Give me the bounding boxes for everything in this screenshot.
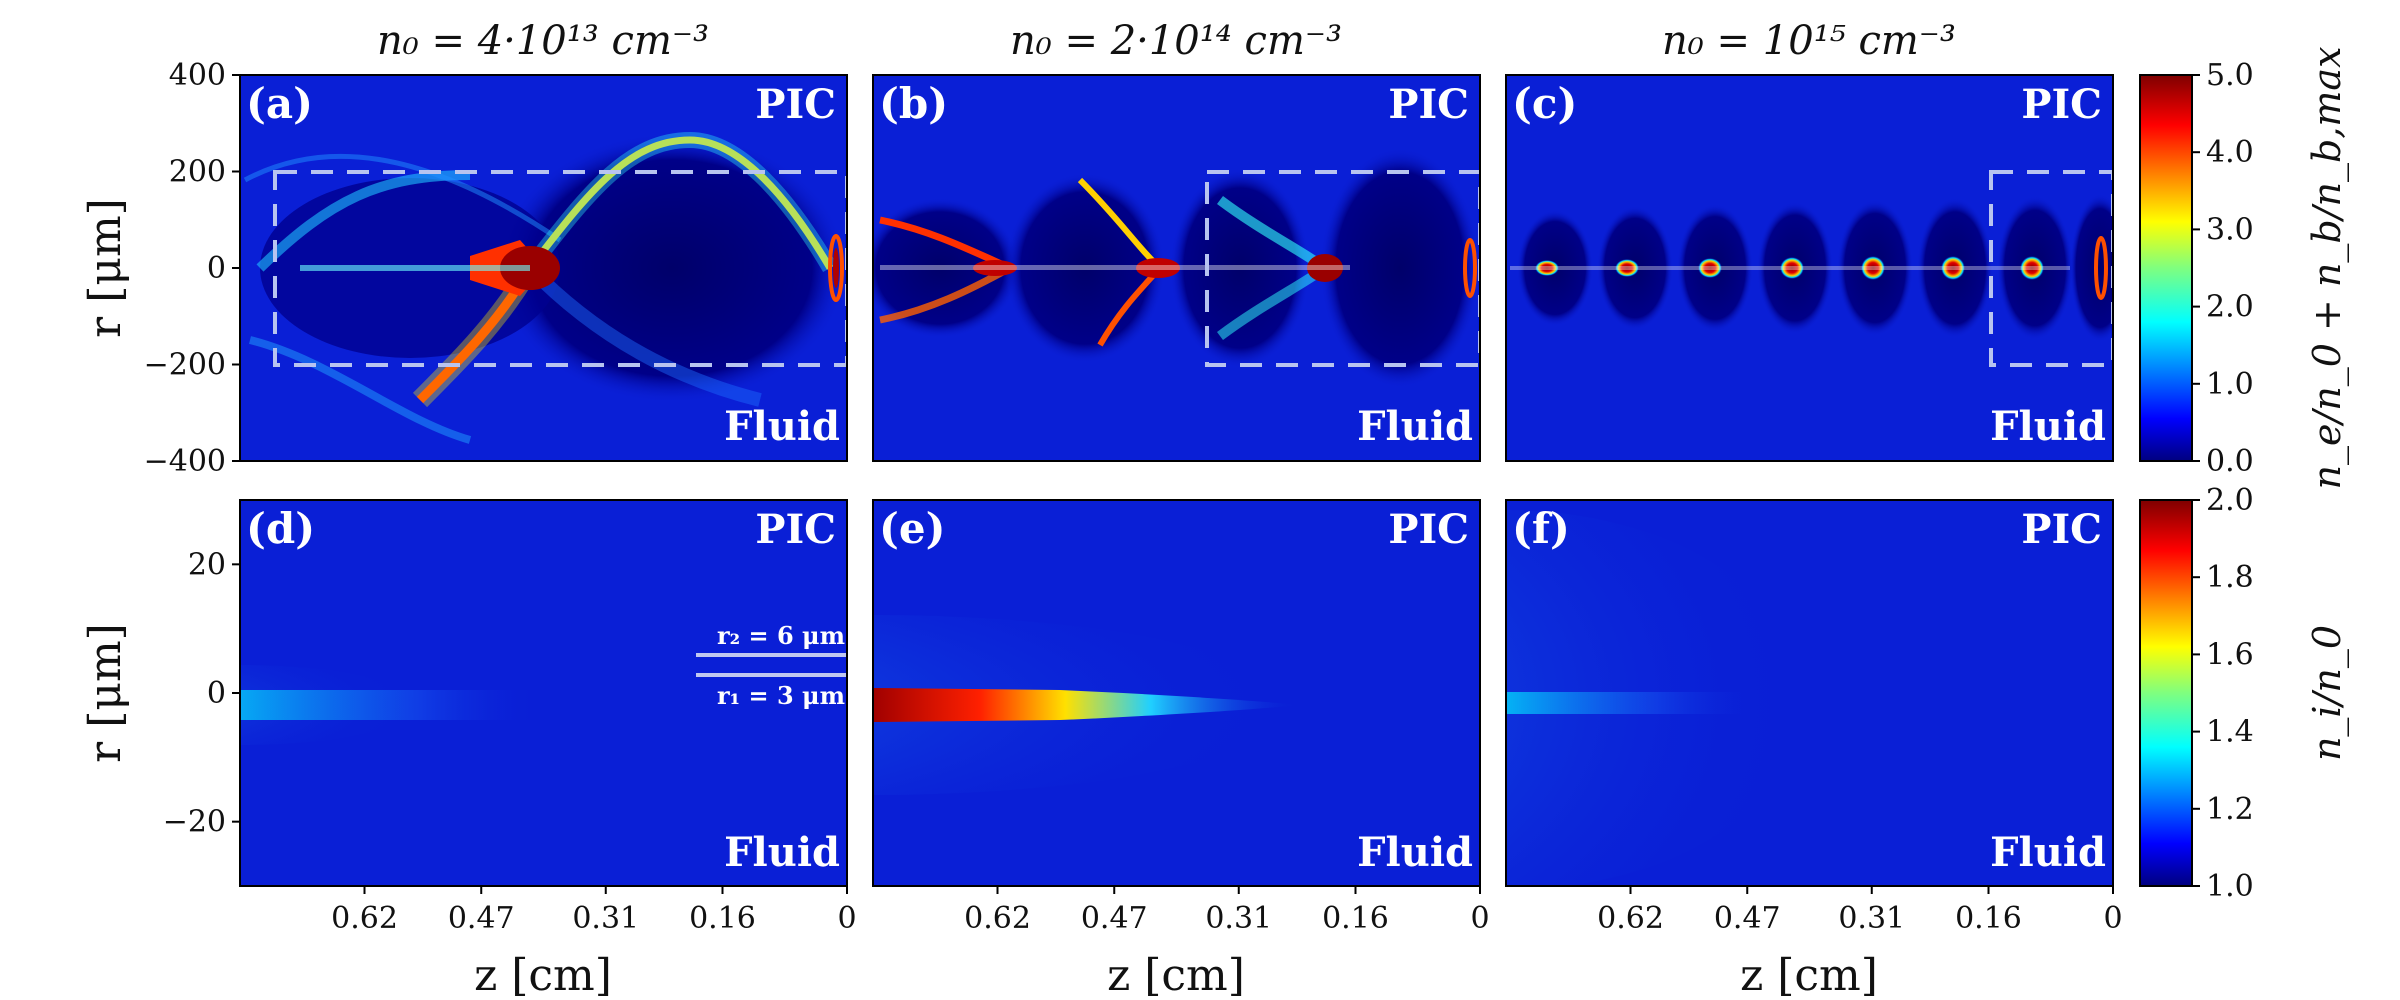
fluid-label-c: Fluid — [1990, 403, 2106, 450]
x-tick-label: 0.16 — [1322, 901, 1389, 936]
colorbar-bottom — [2139, 499, 2193, 887]
pic-label-f: PIC — [2021, 506, 2102, 553]
y-tick-label-top: 0 — [207, 251, 226, 286]
y-axis-bottom: 20 0 −20 — [163, 547, 240, 840]
colorbar-tick-label: 1.0 — [2206, 367, 2254, 402]
panel-label-a: (a) — [246, 79, 313, 128]
x-tick-label: 0.16 — [689, 901, 756, 936]
pic-label-b: PIC — [1388, 81, 1469, 128]
panel-d — [240, 500, 847, 886]
column-title-2: n₀ = 2·10¹⁴ cm⁻³ — [1010, 18, 1342, 64]
colorbar-tick-label: 1.2 — [2206, 792, 2254, 827]
x-axis-label-f: z [cm] — [1740, 950, 1878, 1000]
y-axis-label-top: r [μm] — [80, 198, 131, 338]
panel-label-b: (b) — [879, 79, 948, 128]
panel-b — [873, 75, 1480, 461]
pic-label-e: PIC — [1388, 506, 1469, 553]
colorbar-tick-label: 1.0 — [2206, 869, 2254, 904]
r1-label: r₁ = 3 μm — [717, 681, 845, 710]
fluid-label-e: Fluid — [1357, 829, 1473, 876]
colorbar-tick-label: 5.0 — [2206, 58, 2254, 93]
colorbar-tick-label: 3.0 — [2206, 212, 2254, 247]
y-tick-label-top: 200 — [169, 155, 226, 190]
panel-label-e: (e) — [879, 504, 945, 553]
x-tick-label: 0 — [2103, 901, 2122, 936]
fluid-label-a: Fluid — [724, 403, 840, 450]
x-tick-label: 0.31 — [1838, 901, 1905, 936]
y-tick-label-bottom: 20 — [188, 547, 226, 582]
x-tick-label: 0 — [837, 901, 856, 936]
colorbar-top-label: n_e/n_0 + n_b/n_b,max — [2305, 46, 2350, 489]
column-title-3: n₀ = 10¹⁵ cm⁻³ — [1662, 18, 1956, 64]
colorbar-tick-label: 0.0 — [2206, 444, 2254, 479]
y-axis-top: 400 200 0 −200 −400 — [144, 58, 240, 479]
column-title-1: n₀ = 4·10¹³ cm⁻³ — [377, 18, 709, 64]
x-tick-label: 0 — [1470, 901, 1489, 936]
panel-label-c: (c) — [1512, 79, 1577, 128]
colorbar-tick-label: 2.0 — [2206, 290, 2254, 325]
x-tick-label: 0.47 — [448, 901, 515, 936]
colorbar-tick-label: 1.8 — [2206, 560, 2254, 595]
y-tick-label-top: −400 — [144, 444, 226, 479]
x-axis-label-d: z [cm] — [474, 950, 612, 1000]
colorbar-top-ticks: 5.0 4.0 3.0 2.0 1.0 0.0 — [2192, 58, 2254, 479]
x-axis-label-e: z [cm] — [1107, 950, 1245, 1000]
panel-label-d: (d) — [246, 504, 315, 553]
x-tick-label: 0.47 — [1081, 901, 1148, 936]
pic-label-c: PIC — [2021, 81, 2102, 128]
x-tick-label: 0.31 — [572, 901, 639, 936]
pic-label-d: PIC — [755, 506, 836, 553]
colorbar-tick-label: 2.0 — [2206, 483, 2254, 518]
fluid-label-d: Fluid — [724, 829, 840, 876]
panel-f — [1506, 500, 2113, 886]
x-tick-label: 0.62 — [964, 901, 1031, 936]
pic-label-a: PIC — [755, 81, 836, 128]
x-tick-label: 0.16 — [1955, 901, 2022, 936]
x-tick-label: 0.47 — [1714, 901, 1781, 936]
colorbar-bottom-ticks: 2.0 1.8 1.6 1.4 1.2 1.0 — [2192, 483, 2254, 904]
y-tick-label-top: −200 — [144, 348, 226, 383]
panel-label-f: (f) — [1512, 504, 1570, 553]
colorbar-top — [2139, 74, 2193, 462]
x-tick-label: 0.31 — [1205, 901, 1272, 936]
x-tick-label: 0.62 — [331, 901, 398, 936]
colorbar-tick-label: 1.4 — [2206, 715, 2254, 750]
panel-a — [240, 75, 847, 461]
colorbar-tick-label: 1.6 — [2206, 637, 2254, 672]
colorbar-tick-label: 4.0 — [2206, 135, 2254, 170]
y-axis-label-bottom: r [μm] — [80, 623, 131, 763]
fluid-label-b: Fluid — [1357, 403, 1473, 450]
fluid-label-f: Fluid — [1990, 829, 2106, 876]
x-axes: 0.62 0.47 0.31 0.16 0 0.62 0.47 0.31 0.16 0 0.62 0.… — [331, 886, 2123, 936]
y-tick-label-top: 400 — [169, 58, 226, 93]
r2-label: r₂ = 6 μm — [717, 621, 845, 650]
x-tick-label: 0.62 — [1597, 901, 1664, 936]
y-tick-label-bottom: 0 — [207, 676, 226, 711]
panel-e — [873, 500, 1480, 886]
panel-c — [1506, 75, 2113, 461]
colorbar-bottom-label: n_i/n_0 — [2305, 625, 2350, 761]
y-tick-label-bottom: −20 — [163, 805, 226, 840]
